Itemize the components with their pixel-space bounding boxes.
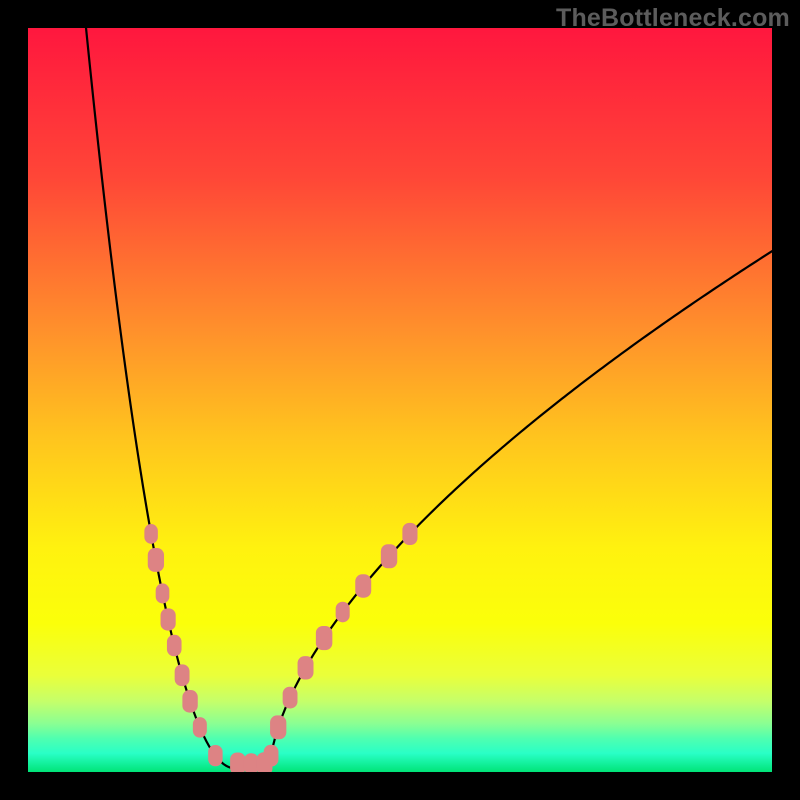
plot-area xyxy=(28,28,772,772)
plot-background xyxy=(28,28,772,772)
curve-marker xyxy=(402,523,417,545)
chart-frame: TheBottleneck.com xyxy=(0,0,800,800)
curve-marker xyxy=(244,753,258,772)
watermark-text: TheBottleneck.com xyxy=(556,4,790,33)
chart-svg xyxy=(28,28,772,772)
curve-marker xyxy=(161,608,176,630)
curve-marker xyxy=(381,544,397,568)
curve-marker xyxy=(156,583,170,603)
curve-marker xyxy=(167,635,182,656)
curve-marker xyxy=(144,524,158,544)
curve-marker xyxy=(355,574,371,597)
curve-marker xyxy=(230,753,245,773)
curve-marker xyxy=(298,656,314,679)
curve-marker xyxy=(175,664,190,686)
curve-marker xyxy=(193,717,207,738)
curve-marker xyxy=(316,626,332,650)
curve-marker xyxy=(208,745,222,766)
curve-marker xyxy=(257,752,273,772)
curve-marker xyxy=(148,548,164,572)
curve-marker xyxy=(283,687,298,709)
curve-marker xyxy=(270,715,286,739)
curve-marker xyxy=(336,602,350,623)
curve-marker xyxy=(182,690,197,713)
